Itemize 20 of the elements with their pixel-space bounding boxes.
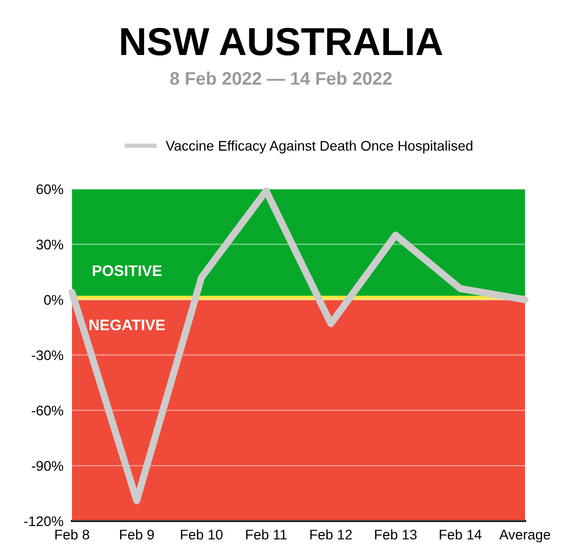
y-tick-label: 30% — [36, 240, 64, 250]
x-tick-label: Feb 9 — [120, 529, 154, 540]
chart-subtitle: 8 Feb 2022 — 14 Feb 2022 — [170, 72, 392, 85]
legend-label: Vaccine Efficacy Against Death Once Hospitalised — [166, 140, 472, 154]
x-tick-label: Average — [499, 530, 550, 542]
x-tick-label: Feb 10 — [180, 529, 223, 540]
x-tick-label: Feb 11 — [246, 529, 287, 540]
y-tick-label: 0% — [44, 295, 64, 305]
band-label: POSITIVE — [92, 265, 162, 276]
band-label: NEGATIVE — [90, 320, 165, 330]
x-tick-label: Feb 12 — [310, 529, 352, 540]
y-tick-label: -90% — [32, 461, 64, 471]
x-tick-label: Feb 13 — [375, 529, 417, 540]
y-tick-label: -30% — [32, 350, 64, 360]
y-tick-label: 60% — [36, 184, 64, 194]
x-tick-label: Feb 8 — [55, 529, 90, 540]
y-tick-label: -60% — [32, 406, 64, 416]
x-tick-label: Feb 14 — [440, 529, 482, 540]
chart-title: NSW AUSTRALIA — [121, 28, 442, 56]
y-tick-label: -120% — [24, 516, 64, 526]
